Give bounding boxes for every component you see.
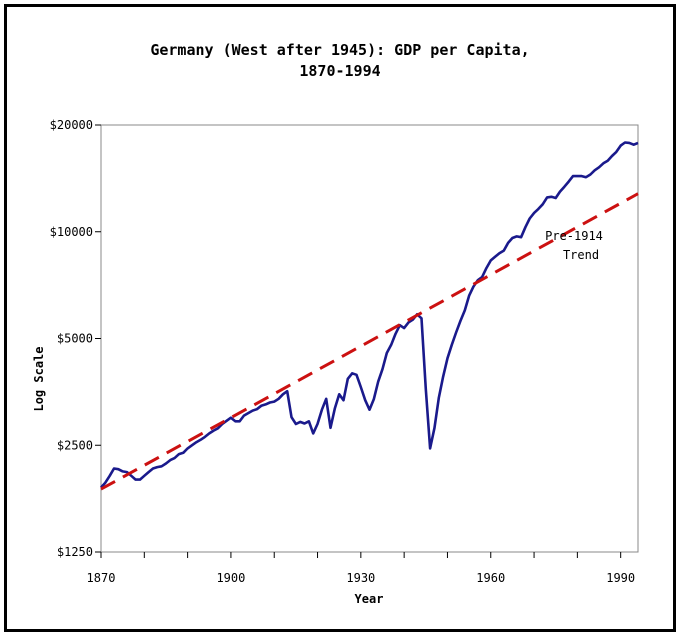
series-layer — [100, 141, 639, 491]
x-tick-label: 1870 — [87, 571, 116, 585]
x-axis: 1870 1900 1930 1960 1990 — [87, 552, 635, 585]
trend-annotation-line1: Pre-1914 — [545, 229, 603, 243]
y-tick-label: $2500 — [57, 438, 93, 452]
chart-title-line2: 1870-1994 — [299, 62, 380, 80]
y-tick-label: $20000 — [50, 118, 93, 132]
trend-annotation-line2: Trend — [563, 248, 599, 262]
y-tick-label: $1250 — [57, 545, 93, 559]
x-tick-label: 1960 — [476, 571, 505, 585]
x-tick-label: 1900 — [216, 571, 245, 585]
x-tick-label: 1930 — [346, 571, 375, 585]
x-axis-label: Year — [355, 592, 384, 606]
chart-title-line1: Germany (West after 1945): GDP per Capit… — [150, 41, 529, 59]
plot-area — [100, 124, 639, 553]
x-tick-label: 1990 — [606, 571, 635, 585]
y-axis-label: Log Scale — [32, 346, 46, 411]
y-tick-label: $10000 — [50, 225, 93, 239]
chart-frame: Germany (West after 1945): GDP per Capit… — [4, 4, 676, 632]
gdp-line — [100, 141, 639, 489]
y-axis: $1250 $2500 $5000 $10000 $20000 — [50, 118, 101, 559]
chart-canvas: Germany (West after 1945): GDP per Capit… — [32, 41, 639, 606]
trend-line — [100, 192, 639, 491]
y-tick-label: $5000 — [57, 332, 93, 346]
